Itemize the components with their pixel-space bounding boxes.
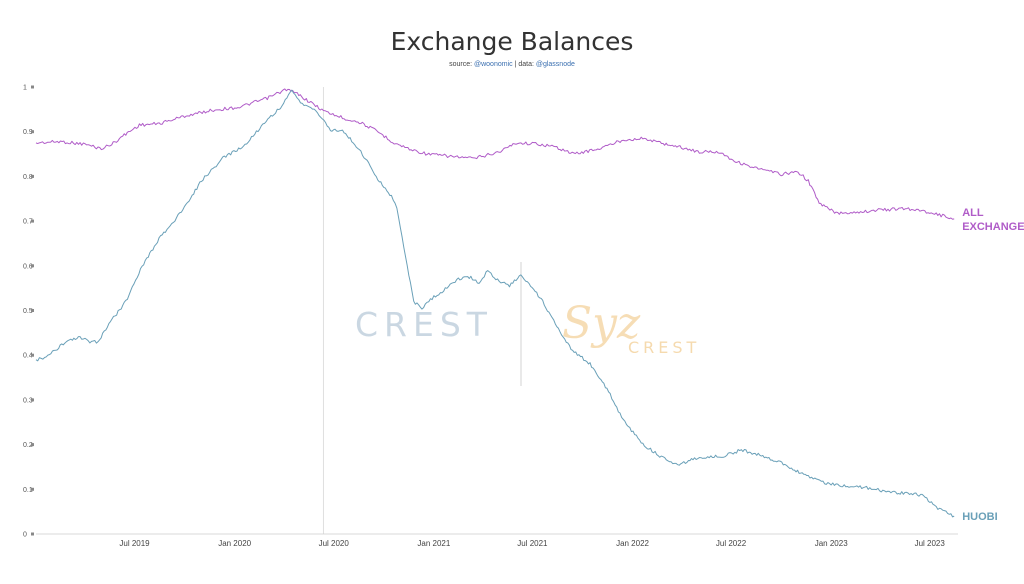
x-tick-label: Jan 2021 xyxy=(417,539,450,548)
x-axis: Jul 2019 Jan 2020 Jul 2020 Jan 2021 Jul 2021… xyxy=(119,539,945,548)
y-tick-label: 0.8 xyxy=(23,174,33,181)
series-labels: ALL EXCHANGES HUOBI xyxy=(962,207,1024,523)
watermark-crest-right: CREST xyxy=(628,338,700,357)
y-tick-mark xyxy=(31,353,34,357)
series-label-huobi: HUOBI xyxy=(962,511,997,523)
y-tick-label: 0.5 xyxy=(23,308,33,315)
x-tick-label: Jul 2020 xyxy=(319,539,350,548)
y-tick-label: 0.6 xyxy=(23,263,33,270)
y-tick-mark xyxy=(31,443,34,447)
series-label-all-exchanges: ALL xyxy=(962,207,984,219)
subtitle-separator: | data: xyxy=(512,61,536,68)
y-tick-mark xyxy=(31,309,34,312)
x-tick-label: Jan 2023 xyxy=(815,539,848,548)
y-tick-mark xyxy=(31,532,34,536)
y-tick-label: 0.1 xyxy=(23,487,33,494)
y-tick-label: 0.9 xyxy=(23,129,33,136)
subtitle-prefix: source: xyxy=(449,61,474,68)
y-tick-label: 0.2 xyxy=(23,442,33,449)
y-tick-mark xyxy=(31,487,34,491)
y-tick-label: 0.7 xyxy=(23,219,33,226)
y-tick-mark xyxy=(31,264,34,268)
y-tick-label: 1 xyxy=(23,85,27,92)
series-lines xyxy=(35,88,955,518)
series-label-all-exchanges: EXCHANGES xyxy=(962,221,1024,233)
y-tick-label: 0.3 xyxy=(23,397,33,404)
watermarks: CREST Syz CREST xyxy=(355,262,700,386)
source-link[interactable]: @woonomic xyxy=(474,61,513,68)
series-line-all-exchanges xyxy=(35,88,955,220)
chart-title: Exchange Balances xyxy=(390,27,634,56)
y-tick-mark xyxy=(31,130,34,134)
y-tick-mark xyxy=(31,398,34,402)
y-tick-label: 0 xyxy=(23,532,27,539)
x-tick-label: Jul 2023 xyxy=(915,539,946,548)
chart-subtitle: source: @woonomic | data: @glassnode xyxy=(0,61,1024,68)
x-tick-label: Jul 2019 xyxy=(119,539,150,548)
x-tick-label: Jul 2021 xyxy=(517,539,548,548)
y-axis: 0 0.1 0.2 0.3 0.4 0.5 0.6 0.7 0.8 0.9 1 xyxy=(23,85,34,539)
y-tick-mark xyxy=(31,174,34,178)
series-line-huobi xyxy=(35,89,955,518)
watermark-crest-left: CREST xyxy=(355,305,493,344)
x-tick-label: Jan 2022 xyxy=(616,539,649,548)
y-tick-mark xyxy=(31,85,34,89)
y-tick-label: 0.4 xyxy=(23,353,33,360)
data-link[interactable]: @glassnode xyxy=(535,61,575,68)
watermark-script-logo: Syz xyxy=(562,298,641,349)
x-tick-label: Jul 2022 xyxy=(716,539,747,548)
y-tick-mark xyxy=(31,219,34,223)
x-tick-label: Jan 2020 xyxy=(218,539,251,548)
